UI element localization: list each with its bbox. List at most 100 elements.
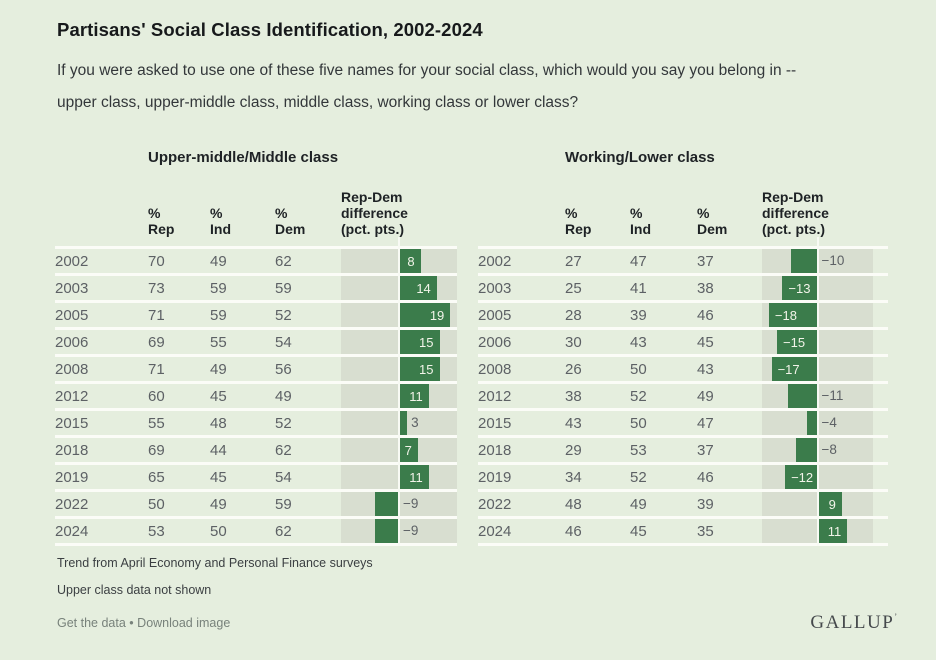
table-row: 2015 43 50 47 −4 xyxy=(478,408,888,438)
diff-bar-track: 19 xyxy=(341,300,457,330)
logo-trademark: ’ xyxy=(894,612,897,621)
diff-bar: −15 xyxy=(777,330,818,354)
page-title: Partisans' Social Class Identification, … xyxy=(57,19,483,40)
table-row: 2002 27 47 37 −10 xyxy=(478,237,888,276)
diff-bar xyxy=(399,411,408,435)
dem-value: 62 xyxy=(275,441,292,459)
ind-value: 39 xyxy=(630,306,647,324)
diff-value-label: −15 xyxy=(783,334,806,350)
dem-value: 62 xyxy=(275,522,292,540)
diff-value-label: 8 xyxy=(407,253,415,269)
diff-value-label: 15 xyxy=(419,334,434,350)
year-cell: 2015 xyxy=(55,414,89,432)
dem-value: 46 xyxy=(697,306,714,324)
table-row: 2024 46 45 35 11 xyxy=(478,516,888,546)
ind-value: 50 xyxy=(630,360,647,378)
get-the-data-link[interactable]: Get the data xyxy=(57,616,126,630)
rep-value: 71 xyxy=(148,360,165,378)
table-row: 2019 34 52 46 −12 xyxy=(478,462,888,492)
diff-bar-track: 8 xyxy=(341,237,457,276)
diff-value-label: −13 xyxy=(788,280,811,296)
footnote-trend: Trend from April Economy and Personal Fi… xyxy=(57,556,373,570)
year-cell: 2022 xyxy=(55,495,89,513)
dem-value: 43 xyxy=(697,360,714,378)
diff-value-label: −18 xyxy=(774,307,797,323)
diff-value-label: 11 xyxy=(409,469,423,485)
col-header-diff: Rep-Dem difference (pct. pts.) xyxy=(341,189,408,237)
rep-value: 71 xyxy=(148,306,165,324)
diff-bar xyxy=(374,519,399,543)
diff-bar-track: 11 xyxy=(762,516,873,546)
table-row: 2006 69 55 54 15 xyxy=(55,327,457,357)
diff-bar xyxy=(787,384,818,408)
diff-bar-track: −9 xyxy=(341,489,457,519)
diff-value-label: 14 xyxy=(416,280,431,296)
table-upper-middle-class: Upper-middle/Middle class % Rep % Ind % … xyxy=(55,146,457,546)
dem-value: 46 xyxy=(697,468,714,486)
table-rows: 2002 27 47 37 −10 2003 25 41 38 −13 2005… xyxy=(478,237,888,546)
year-cell: 2006 xyxy=(55,333,89,351)
diff-bar-track: −4 xyxy=(762,408,873,438)
diff-bar: −18 xyxy=(768,303,818,327)
table-row: 2022 48 49 39 9 xyxy=(478,489,888,519)
diff-value-label: 7 xyxy=(404,442,412,458)
download-image-link[interactable]: Download image xyxy=(137,616,231,630)
diff-bar: 14 xyxy=(399,276,437,300)
year-cell: 2019 xyxy=(478,468,512,486)
diff-bar: 15 xyxy=(399,330,440,354)
diff-bar-track: −8 xyxy=(762,435,873,465)
year-cell: 2022 xyxy=(478,495,512,513)
rep-value: 60 xyxy=(148,387,165,405)
diff-bar-track: −9 xyxy=(341,516,457,546)
year-cell: 2018 xyxy=(478,441,512,459)
diff-bar: 11 xyxy=(399,465,429,489)
diff-bar-track: 15 xyxy=(341,327,457,357)
dem-value: 52 xyxy=(275,414,292,432)
diff-value-label: −17 xyxy=(777,361,800,377)
tables-container: Upper-middle/Middle class % Rep % Ind % … xyxy=(55,146,888,546)
ind-value: 45 xyxy=(210,387,227,405)
ind-value: 50 xyxy=(630,414,647,432)
ind-value: 49 xyxy=(210,360,227,378)
diff-bar xyxy=(374,492,399,516)
dem-value: 56 xyxy=(275,360,292,378)
diff-bar: 7 xyxy=(399,438,418,462)
column-headers: % Rep % Ind % Dem Rep-Dem difference (pc… xyxy=(55,172,457,246)
table-row: 2008 71 49 56 15 xyxy=(55,354,457,384)
rep-value: 28 xyxy=(565,306,582,324)
diff-bar-track: 14 xyxy=(341,273,457,303)
dem-value: 45 xyxy=(697,333,714,351)
col-header-rep: % Rep xyxy=(565,205,592,237)
diff-value-label: −9 xyxy=(403,496,419,511)
table-row: 2005 28 39 46 −18 xyxy=(478,300,888,330)
rep-value: 50 xyxy=(148,495,165,513)
dem-value: 59 xyxy=(275,279,292,297)
year-cell: 2005 xyxy=(478,306,512,324)
table-working-lower-class: Working/Lower class % Rep % Ind % Dem Re… xyxy=(478,146,888,546)
diff-bar-track: −11 xyxy=(762,381,873,411)
ind-value: 48 xyxy=(210,414,227,432)
diff-value-label: 15 xyxy=(419,361,434,377)
year-cell: 2015 xyxy=(478,414,512,432)
ind-value: 41 xyxy=(630,279,647,297)
rep-value: 25 xyxy=(565,279,582,297)
year-cell: 2006 xyxy=(478,333,512,351)
diff-bar-track: −10 xyxy=(762,237,873,276)
rep-value: 48 xyxy=(565,495,582,513)
col-header-ind: % Ind xyxy=(630,205,651,237)
footer-links: Get the data • Download image xyxy=(57,616,230,630)
rep-value: 69 xyxy=(148,441,165,459)
footnote-upper-class: Upper class data not shown xyxy=(57,583,212,597)
table-row: 2003 73 59 59 14 xyxy=(55,273,457,303)
year-cell: 2005 xyxy=(55,306,89,324)
year-cell: 2008 xyxy=(478,360,512,378)
year-cell: 2024 xyxy=(478,522,512,540)
dem-value: 49 xyxy=(697,387,714,405)
diff-bar-track: −18 xyxy=(762,300,873,330)
rep-value: 29 xyxy=(565,441,582,459)
dem-value: 47 xyxy=(697,414,714,432)
diff-bar xyxy=(795,438,818,462)
col-header-dem: % Dem xyxy=(697,205,728,237)
diff-value-label: −12 xyxy=(791,469,814,485)
ind-value: 43 xyxy=(630,333,647,351)
